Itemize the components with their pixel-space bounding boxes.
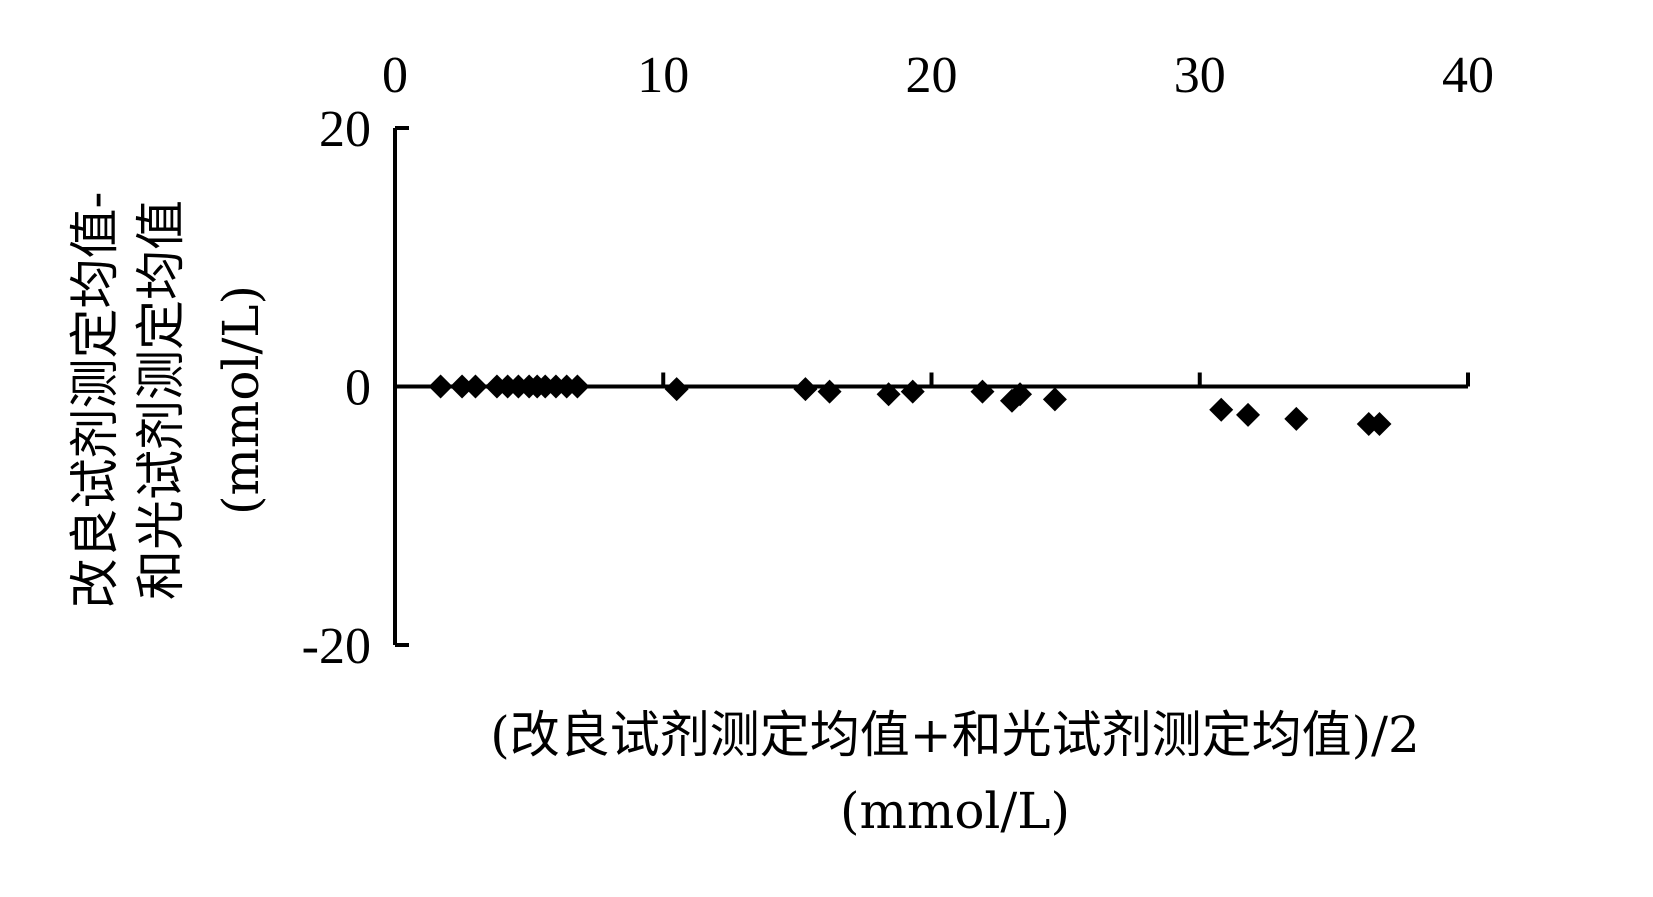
data-points [428, 374, 1392, 436]
data-point-diamond [664, 377, 689, 402]
x-tick-label: 20 [906, 47, 958, 104]
y-axis-title: 改良试剂测定均值- 和光试剂测定均值 (mmol/L) [66, 192, 270, 609]
data-point-diamond [565, 374, 590, 399]
y-tick-labels: 20 0 -20 [302, 101, 371, 675]
data-point-diamond [450, 374, 475, 399]
data-point-diamond [428, 374, 453, 399]
x-tick-label: 0 [382, 47, 408, 104]
y-axis-title-line2: 和光试剂测定均值 [132, 200, 190, 600]
y-axis-title-line1: 改良试剂测定均值- [66, 192, 124, 609]
y-axis-title-line3: (mmol/L) [212, 285, 270, 515]
x-axis-title-line1: (改良试剂测定均值+和光试剂测定均值)/2 [490, 706, 1420, 764]
data-point-diamond [970, 379, 995, 404]
x-tick-labels: 0 10 20 30 40 [382, 47, 1494, 104]
data-point-diamond [817, 379, 842, 404]
x-axis-title-line2: (mmol/L) [840, 782, 1070, 840]
data-point-diamond [1284, 406, 1309, 431]
data-point-diamond [1236, 402, 1261, 427]
x-axis-title: (改良试剂测定均值+和光试剂测定均值)/2 (mmol/L) [490, 706, 1420, 840]
data-point-diamond [463, 374, 488, 399]
data-point-diamond [1008, 382, 1033, 407]
data-point-diamond [793, 377, 818, 402]
data-point-diamond [1042, 387, 1067, 412]
y-tick-label: -20 [302, 618, 371, 675]
x-tick-label: 30 [1174, 47, 1226, 104]
x-tick-label: 40 [1442, 47, 1494, 104]
data-point-diamond [1367, 411, 1392, 436]
data-point-diamond [1209, 397, 1234, 422]
x-tick-label: 10 [637, 47, 689, 104]
data-point-diamond [876, 382, 901, 407]
y-tick-label: 20 [319, 101, 371, 158]
y-tick-label: 0 [345, 360, 371, 417]
data-point-diamond [900, 379, 925, 404]
